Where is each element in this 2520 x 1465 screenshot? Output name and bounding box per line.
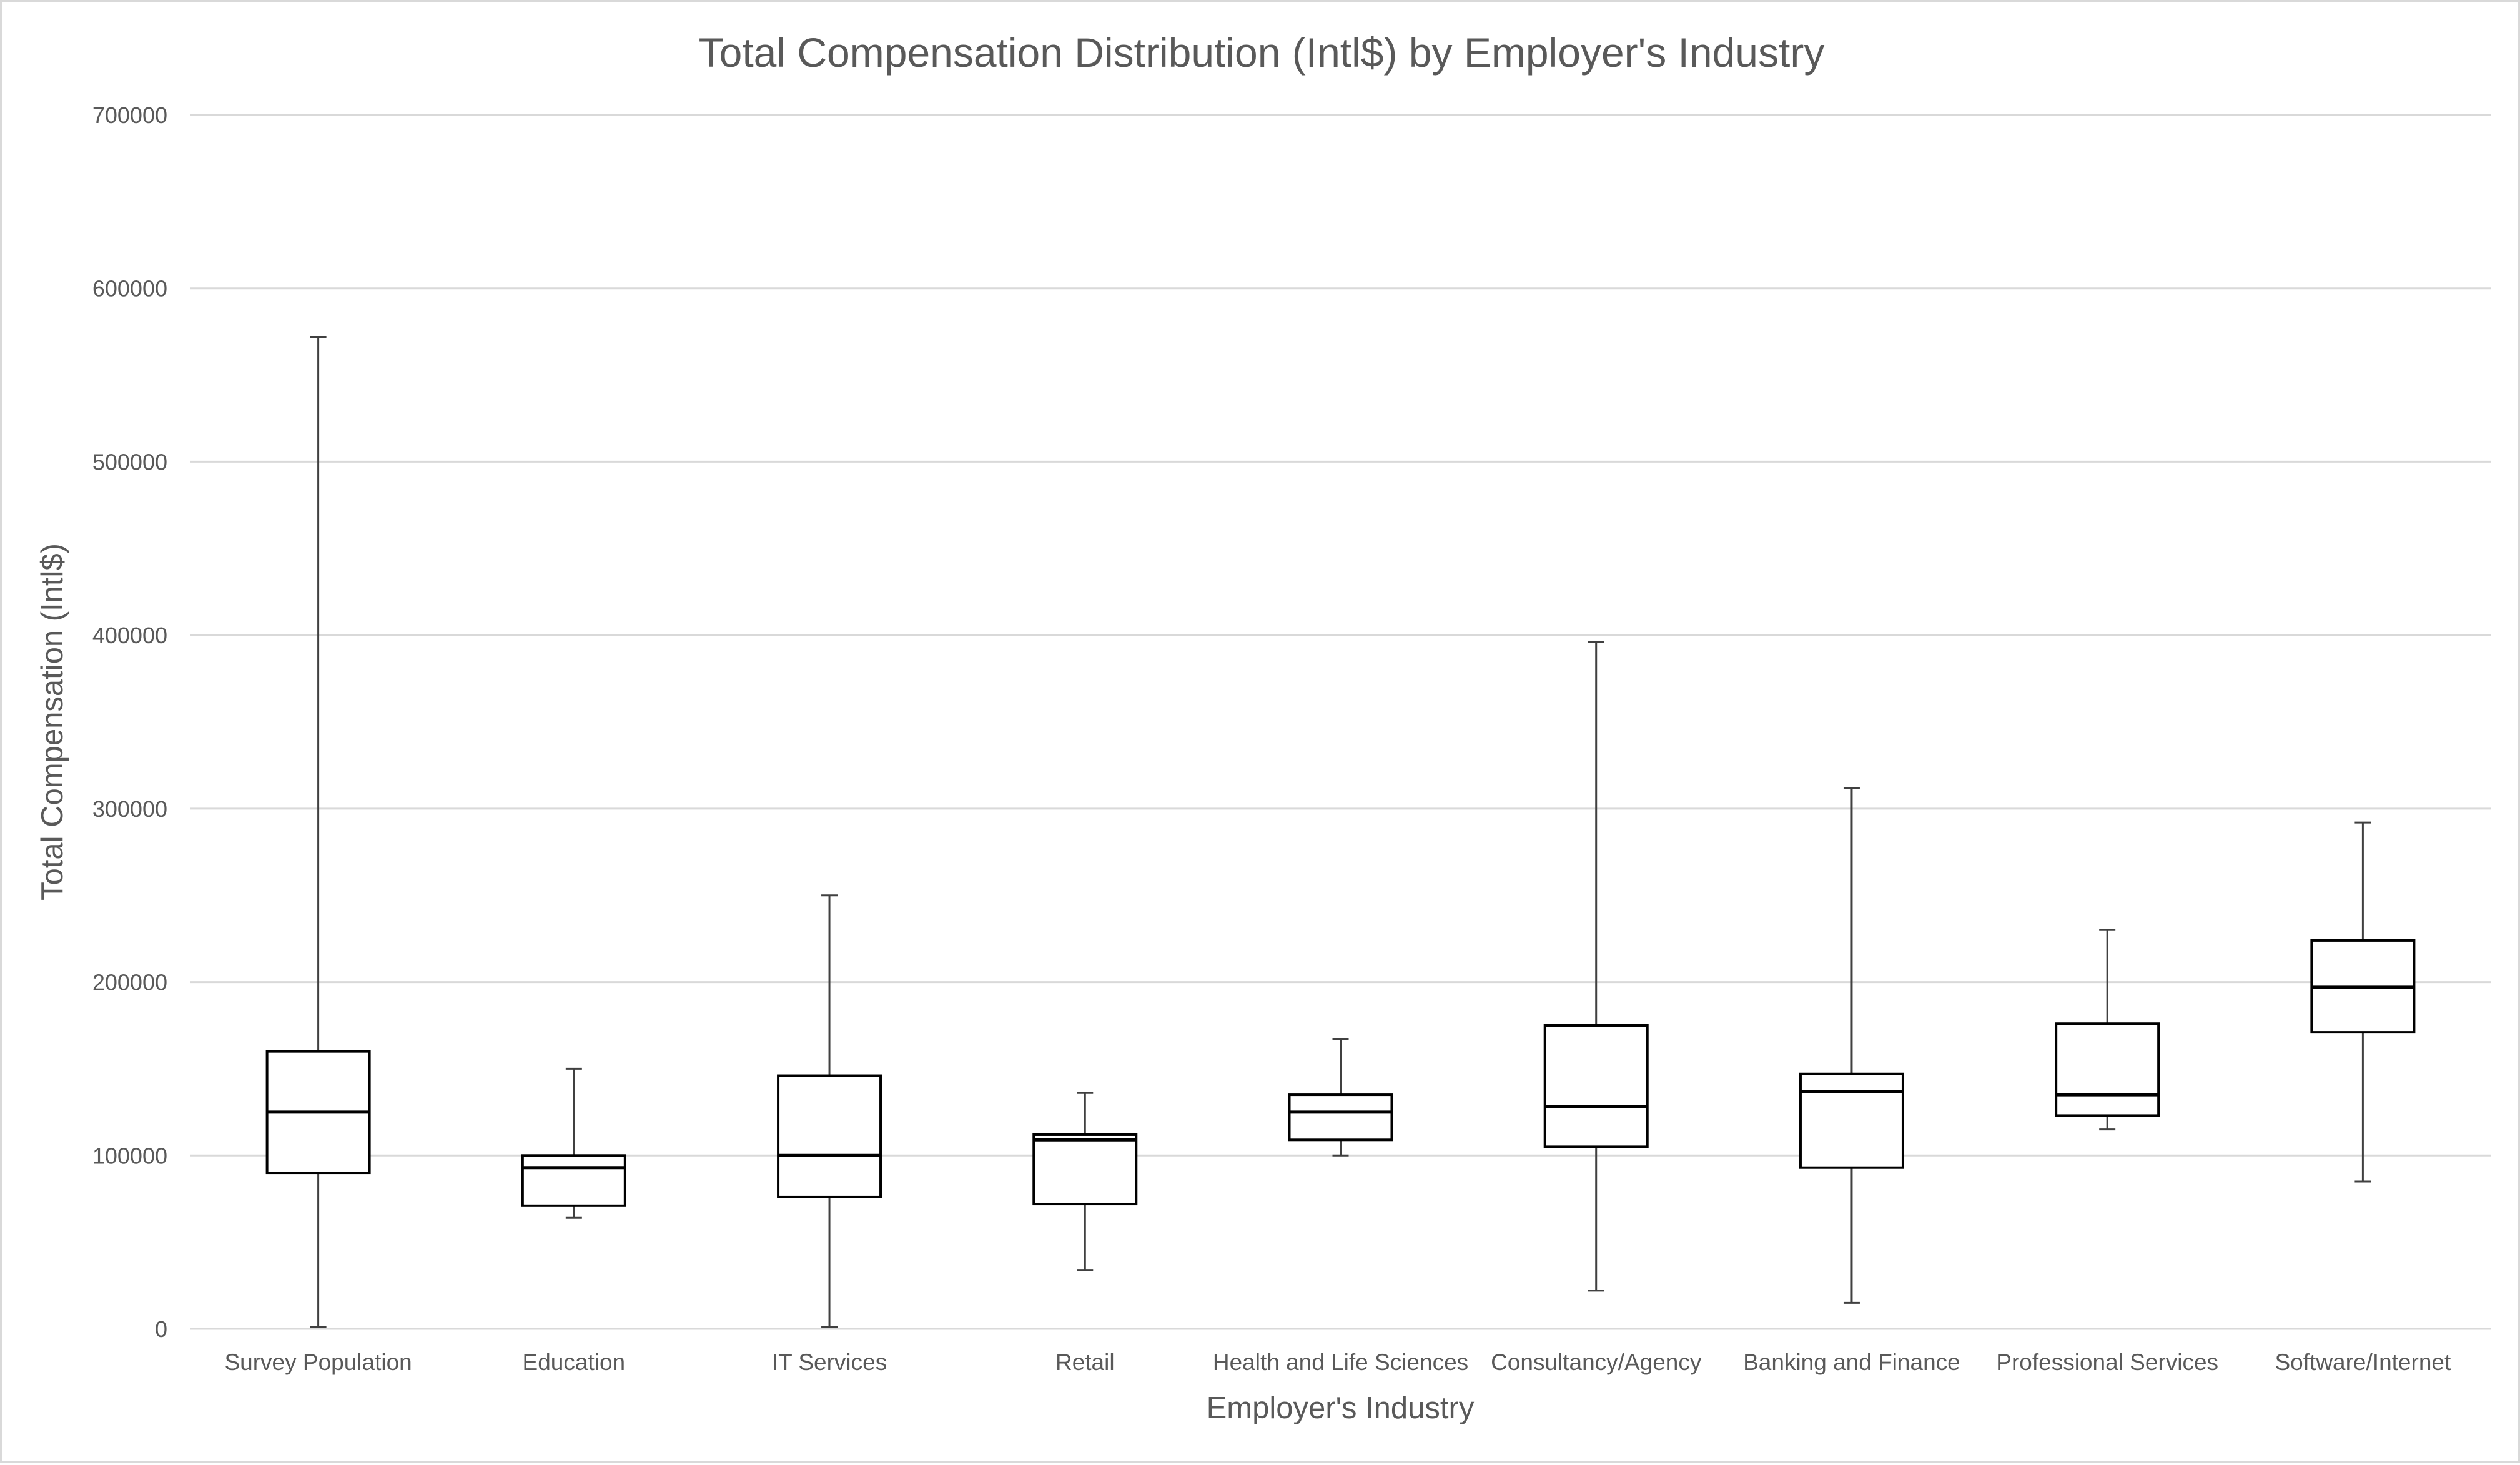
y-tick-label: 200000 — [92, 970, 167, 995]
box-group — [2055, 929, 2160, 1131]
box-group — [1543, 641, 1649, 1292]
iqr-box — [777, 1074, 882, 1198]
y-tick-label: 700000 — [92, 102, 167, 128]
y-tick-label: 300000 — [92, 796, 167, 822]
x-category-label: Professional Services — [1996, 1349, 2218, 1375]
iqr-box — [1032, 1133, 1138, 1206]
x-axis-title: Employer's Industry — [1207, 1391, 1475, 1425]
iqr-box — [2055, 1022, 2160, 1117]
y-axis-ticks: 0 100000 200000 300000 400000 500000 600000 700… — [92, 102, 167, 1342]
y-tick-label: 0 — [155, 1316, 167, 1342]
iqr-box — [521, 1154, 626, 1207]
y-tick-label: 500000 — [92, 449, 167, 475]
y-tick-label: 100000 — [92, 1143, 167, 1168]
x-category-label: Retail — [1055, 1349, 1115, 1375]
x-category-label: IT Services — [772, 1349, 887, 1375]
x-axis-categories: Survey Population Education IT Services Ret… — [224, 1349, 2451, 1375]
box-group — [2310, 821, 2416, 1183]
iqr-box — [1288, 1093, 1393, 1142]
box-group — [1799, 787, 1904, 1304]
x-category-label: Survey Population — [224, 1349, 412, 1375]
y-tick-label: 600000 — [92, 276, 167, 302]
x-category-label: Banking and Finance — [1743, 1349, 1960, 1375]
x-category-label: Health and Life Sciences — [1213, 1349, 1468, 1375]
y-tick-label: 400000 — [92, 623, 167, 648]
box-group — [777, 894, 882, 1328]
y-axis-title: Total Compensation (Intl$) — [36, 543, 69, 900]
iqr-box — [1799, 1072, 1904, 1169]
x-category-label: Consultancy/Agency — [1491, 1349, 1702, 1375]
box-group — [1288, 1038, 1393, 1157]
iqr-box — [1543, 1024, 1649, 1148]
x-category-label: Education — [523, 1349, 626, 1375]
boxes — [265, 335, 2416, 1328]
box-group — [521, 1067, 626, 1219]
x-category-label: Software/Internet — [2275, 1349, 2451, 1375]
chart-title: Total Compensation Distribution (Intl$) … — [699, 29, 1825, 76]
box-group — [265, 335, 371, 1328]
box-group — [1032, 1092, 1138, 1271]
